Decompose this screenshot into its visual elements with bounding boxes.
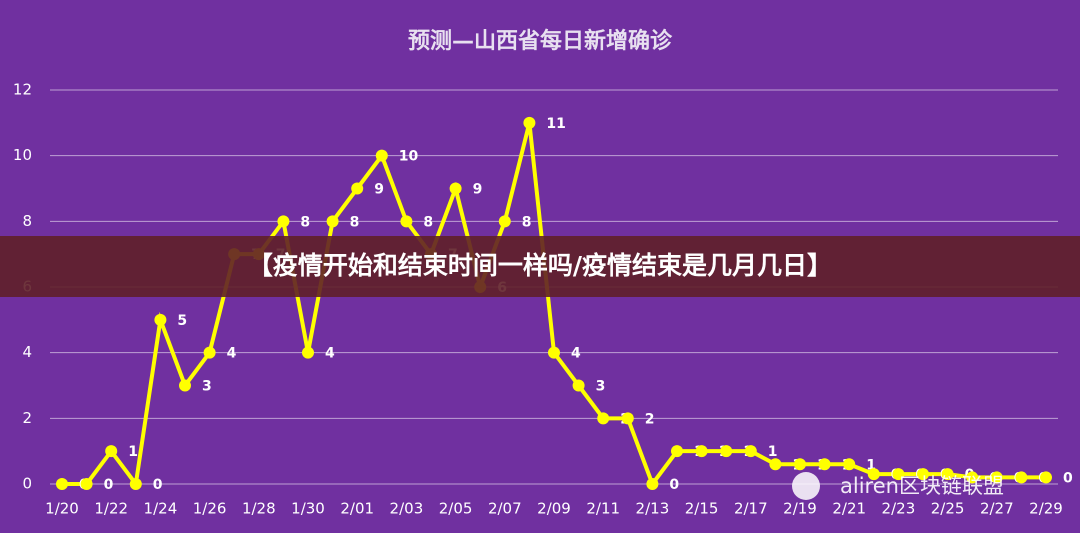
point (597, 412, 610, 425)
data-label: 0 (669, 477, 679, 493)
point (744, 445, 757, 458)
point (548, 346, 560, 359)
x-tick-label: 2/29 (1029, 500, 1063, 518)
data-label: 5 (177, 313, 187, 329)
point (917, 468, 929, 481)
data-label: 0 (153, 477, 163, 493)
banner-bg (0, 236, 1080, 297)
x-tick-label: 1/24 (144, 500, 178, 518)
point (400, 215, 413, 228)
point (572, 379, 585, 392)
point (326, 215, 339, 228)
x-tick-label: 2/03 (390, 500, 424, 518)
point (449, 182, 462, 195)
data-label: 11 (546, 116, 565, 132)
x-tick-label: 2/21 (832, 500, 866, 518)
banner: 【疫情开始和结束时间一样吗/疫情结束是几月几日】 (248, 251, 832, 280)
data-label: 9 (473, 182, 483, 198)
point (277, 215, 290, 228)
x-tick-label: 1/20 (45, 500, 79, 518)
data-label: 0 (104, 477, 114, 493)
point (302, 346, 314, 359)
data-label: 2 (645, 411, 655, 427)
y-tick-label: 12 (13, 81, 32, 99)
y-tick-label: 2 (22, 409, 32, 427)
y-tick-label: 4 (22, 343, 32, 361)
point (720, 445, 733, 458)
chart-title: 预测—山西省每日新增确诊 (408, 28, 673, 54)
data-label: 4 (227, 346, 237, 362)
point (498, 215, 511, 228)
data-label: 4 (571, 346, 581, 362)
x-tick-label: 2/13 (636, 500, 670, 518)
point (203, 346, 216, 359)
x-tick-label: 2/27 (980, 500, 1014, 518)
data-label: 9 (374, 182, 384, 198)
point (671, 445, 683, 458)
data-label: 8 (300, 214, 310, 230)
point (769, 458, 782, 471)
point (867, 468, 880, 481)
data-label: 1 (866, 457, 876, 473)
point (154, 313, 167, 326)
point (1015, 471, 1028, 484)
point (941, 468, 954, 481)
point (818, 458, 831, 471)
x-tick-label: 2/11 (586, 500, 620, 518)
x-tick-label: 2/25 (931, 500, 965, 518)
y-tick-label: 8 (22, 212, 32, 230)
data-label: 1 (768, 444, 778, 460)
point (966, 471, 979, 484)
x-tick-label: 2/07 (488, 500, 522, 518)
point (843, 458, 856, 471)
plot: 0246810121/201/221/241/261/281/302/012/0… (13, 81, 1073, 518)
x-tick-label: 2/19 (783, 500, 817, 518)
x-tick-label: 1/30 (291, 500, 325, 518)
point (621, 412, 634, 425)
line (62, 122, 1046, 490)
x-tick-label: 2/23 (882, 500, 916, 518)
point (375, 149, 388, 162)
x-tick-label: 1/28 (242, 500, 276, 518)
data-label: 10 (399, 149, 419, 165)
data-label: 0 (1063, 470, 1073, 486)
watermark-icon (792, 472, 820, 500)
point (523, 116, 536, 129)
point (1040, 471, 1052, 484)
x-tick-label: 2/09 (537, 500, 571, 518)
data-label: 3 (202, 379, 212, 395)
point (179, 379, 191, 392)
x-tick-label: 1/22 (94, 500, 128, 518)
data-label: 8 (423, 214, 433, 230)
point (990, 471, 1003, 484)
x-tick-label: 2/01 (340, 500, 374, 518)
data-label: 8 (522, 214, 532, 230)
x-tick-label: 1/26 (193, 500, 227, 518)
point (695, 445, 708, 458)
point (56, 478, 68, 490)
point (646, 478, 659, 490)
x-tick-label: 2/17 (734, 500, 768, 518)
point (351, 182, 364, 195)
data-label: 3 (596, 379, 606, 395)
point (129, 478, 142, 490)
point (794, 458, 806, 471)
data-label: 1 (128, 444, 138, 460)
y-tick-label: 10 (13, 146, 32, 164)
x-tick-label: 2/15 (685, 500, 719, 518)
x-tick-label: 2/05 (439, 500, 473, 518)
y-tick-label: 0 (22, 475, 32, 493)
point (892, 468, 905, 481)
watermark: aliren区块链联盟 (840, 474, 1004, 498)
point (105, 445, 118, 458)
point (80, 478, 93, 490)
data-label: 4 (325, 346, 335, 362)
data-label: 8 (350, 214, 360, 230)
